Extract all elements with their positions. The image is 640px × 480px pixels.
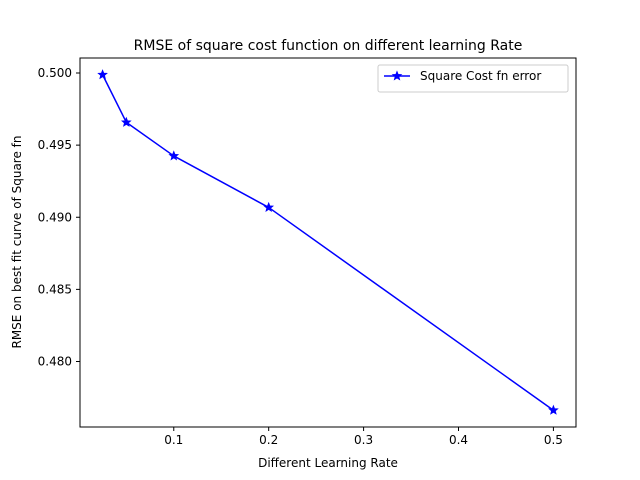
chart-title: RMSE of square cost function on differen… — [134, 38, 523, 54]
y-axis-label: RMSE on best fit curve of Square fn — [10, 135, 24, 348]
y-tick-label: 0.500 — [38, 66, 72, 80]
legend: Square Cost fn error — [377, 64, 569, 93]
x-tick-label: 0.5 — [544, 433, 563, 447]
x-tick-label: 0.1 — [164, 433, 183, 447]
legend-label: Square Cost fn error — [420, 69, 541, 83]
legend-star-marker — [391, 70, 403, 81]
y-tick-label: 0.490 — [38, 210, 72, 224]
series-point-0-0 — [97, 69, 108, 80]
series-point-0-1 — [120, 116, 132, 127]
x-tick-label: 0.3 — [354, 433, 373, 447]
series-layer — [97, 69, 559, 415]
axes-frame — [79, 57, 577, 428]
series-point-0-2 — [168, 150, 180, 161]
x-tick-label: 0.4 — [449, 433, 468, 447]
y-tick-label: 0.485 — [38, 282, 72, 296]
series-point-0-4 — [548, 404, 559, 415]
y-tick-label: 0.495 — [38, 138, 72, 152]
series-point-0-3 — [263, 201, 275, 212]
x-axis-label: Different Learning Rate — [258, 456, 398, 470]
x-axis-ticks: 0.1 0.2 0.3 0.4 0.5 — [164, 427, 563, 447]
legend-box — [377, 64, 569, 93]
y-axis-ticks: 0.480 0.485 0.490 0.495 0.500 — [38, 66, 80, 369]
plot-area — [79, 57, 577, 428]
y-tick-label: 0.480 — [38, 355, 72, 369]
x-tick-label: 0.2 — [259, 433, 278, 447]
